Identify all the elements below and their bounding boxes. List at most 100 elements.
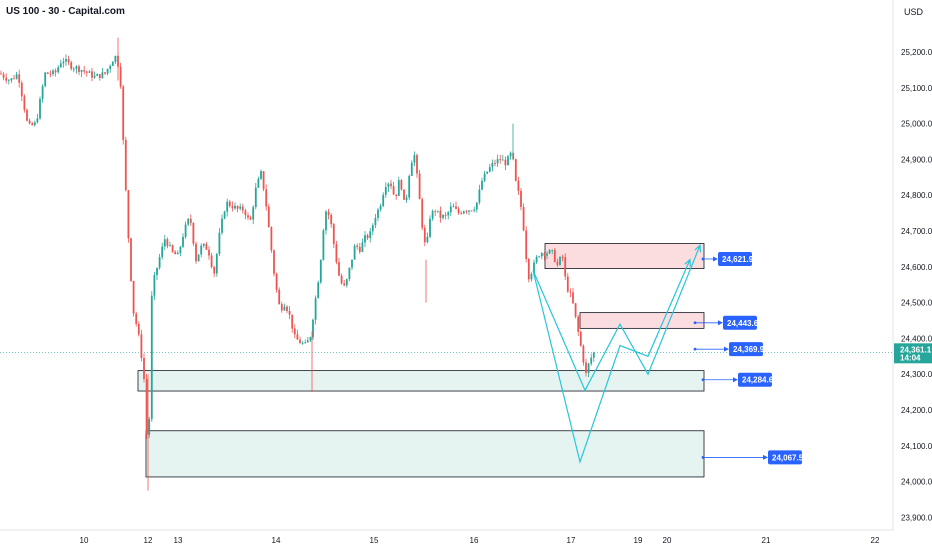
supply-zone	[579, 312, 705, 329]
y-tick-label: 24,900.0	[901, 155, 932, 164]
candle-body	[465, 211, 468, 213]
candle-body	[556, 261, 559, 265]
candle-body	[540, 253, 543, 257]
candle-body	[13, 78, 15, 80]
candle-body	[553, 249, 556, 262]
candle-body	[410, 162, 413, 176]
candle-body	[184, 224, 187, 237]
candle-body	[98, 74, 101, 79]
candle-body	[33, 122, 36, 125]
candle-body	[364, 235, 366, 243]
candle-body	[356, 245, 359, 247]
candle-body	[585, 362, 587, 373]
level-label: 24,369.9	[733, 345, 765, 354]
candle-body	[439, 210, 442, 218]
candle-body	[405, 197, 408, 200]
candle-body	[205, 243, 208, 250]
candle-body	[96, 74, 99, 76]
currency-label[interactable]: USD	[904, 7, 924, 17]
candle-body	[379, 205, 382, 210]
candle-body	[429, 218, 431, 237]
candle-body	[468, 210, 470, 212]
candle-body	[330, 214, 333, 225]
candle-body	[262, 171, 265, 190]
candle-body	[535, 256, 538, 263]
candle-body	[543, 253, 546, 256]
candle-body	[517, 180, 520, 191]
candle-body	[455, 206, 457, 209]
candle-body	[85, 71, 88, 73]
x-tick-label: 12	[144, 536, 153, 545]
candle-body	[221, 218, 223, 233]
candle-body	[226, 201, 229, 212]
current-price: 24,361.114:04	[0, 343, 932, 364]
candle-body	[483, 173, 486, 181]
candle-body	[143, 358, 145, 379]
candle-body	[332, 224, 335, 245]
candle-body	[478, 189, 481, 203]
candle-body	[426, 236, 429, 243]
level-arrowhead	[733, 377, 738, 383]
price-countdown: 14:04	[900, 353, 921, 362]
candle-body	[452, 206, 455, 208]
candle-body	[156, 267, 158, 276]
candle-body	[460, 212, 463, 214]
candle-body	[62, 61, 65, 64]
x-tick-label: 16	[470, 536, 479, 545]
candle-body	[473, 209, 476, 211]
candle-body	[538, 256, 541, 258]
candle-body	[413, 155, 416, 163]
candle-body	[291, 314, 294, 329]
candle-body	[10, 78, 13, 81]
candle-body	[93, 75, 96, 78]
y-tick-label: 24,300.0	[901, 370, 932, 379]
candle-body	[49, 73, 52, 75]
candle-body	[65, 59, 67, 62]
candle-body	[119, 66, 122, 87]
candle-body	[150, 295, 153, 420]
candle-body	[418, 173, 421, 200]
candle-body	[361, 242, 364, 252]
candle-body	[192, 222, 195, 244]
candle-body	[158, 257, 161, 268]
candle-body	[106, 68, 109, 74]
candle-body	[434, 211, 437, 212]
candle-body	[301, 343, 304, 344]
level-label-box	[729, 342, 763, 357]
candle-body	[179, 246, 182, 253]
candle-body	[195, 243, 197, 262]
y-axis[interactable]: 25,200.0 25,100.0 25,000.0 24,900.0 24,800.0…	[901, 48, 932, 522]
candle-body	[223, 211, 226, 219]
candle-body	[234, 205, 236, 209]
candle-body	[130, 238, 132, 281]
symbol-title[interactable]: US 100 - 30 - Capital.com	[6, 6, 125, 17]
candle-body	[249, 217, 252, 220]
level-label: 24,621.9	[722, 255, 754, 264]
candle-body	[462, 211, 465, 214]
candle-body	[319, 259, 322, 283]
projection-path	[532, 259, 691, 465]
x-axis[interactable]: 10 12 13 14 15 16 17 19 20 21 22	[80, 536, 880, 545]
level-label-box	[738, 372, 772, 387]
candle-body	[449, 206, 452, 213]
candle-body	[44, 72, 47, 87]
candle-body	[169, 245, 171, 247]
candle-body	[377, 209, 379, 218]
x-tick-label: 22	[871, 536, 880, 545]
candle-body	[546, 253, 548, 256]
candle-body	[124, 139, 127, 191]
level-label: 24,284.6	[742, 376, 774, 385]
candle-body	[327, 211, 330, 215]
y-tick-label: 24,100.0	[901, 442, 932, 451]
candle-body	[522, 207, 525, 231]
y-tick-label: 24,600.0	[901, 263, 932, 272]
x-tick-label: 14	[272, 536, 281, 545]
candle-body	[247, 215, 249, 218]
candle-body	[153, 275, 156, 296]
candle-body	[132, 280, 135, 314]
zones-layer	[137, 243, 705, 478]
candle-body	[572, 292, 574, 304]
last-price-tag	[894, 343, 932, 364]
candle-body	[148, 419, 151, 435]
